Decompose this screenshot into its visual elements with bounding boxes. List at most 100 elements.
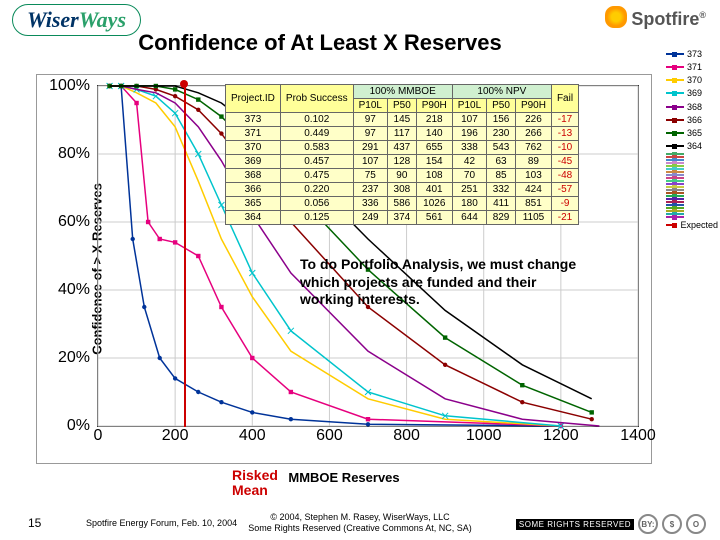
table-cell: 107: [452, 113, 486, 127]
logo-part-a: Wiser: [27, 7, 79, 32]
legend-row: 369: [666, 87, 718, 99]
some-rights-reserved-badge: SOME RIGHTS RESERVED: [516, 519, 634, 530]
table-cell: 266: [515, 127, 551, 141]
legend-row: 373: [666, 48, 718, 60]
table-cell: 230: [487, 127, 516, 141]
table-cell: 291: [353, 141, 387, 155]
col-group-npv: 100% NPV: [452, 85, 551, 99]
sun-icon: [605, 6, 627, 28]
table-cell: 561: [416, 211, 452, 225]
legend-row: 365: [666, 127, 718, 139]
table-cell: 103: [515, 169, 551, 183]
col-prob: Prob Success: [280, 85, 353, 113]
table-cell: 97: [353, 127, 387, 141]
table-cell: 0.583: [280, 141, 353, 155]
table-cell: -48: [551, 169, 578, 183]
table-cell: 108: [416, 169, 452, 183]
table-cell: 89: [515, 155, 551, 169]
table-cell: 364: [226, 211, 281, 225]
cc-badges: SOME RIGHTS RESERVED BY: $ O: [516, 514, 706, 534]
svg-text:100%: 100%: [49, 77, 90, 94]
svg-text:0: 0: [94, 427, 103, 444]
table-cell: 42: [452, 155, 486, 169]
table-cell: 128: [387, 155, 416, 169]
table-cell: 1105: [515, 211, 551, 225]
table-cell: 85: [487, 169, 516, 183]
svg-text:1000: 1000: [466, 427, 502, 444]
svg-text:20%: 20%: [58, 349, 90, 366]
table-cell: 655: [416, 141, 452, 155]
svg-text:40%: 40%: [58, 281, 90, 298]
table-cell: 75: [353, 169, 387, 183]
callout-text: To do Portfolio Analysis, we must change…: [300, 256, 580, 309]
table-cell: 411: [487, 197, 516, 211]
table-cell: 218: [416, 113, 452, 127]
table-cell: 368: [226, 169, 281, 183]
svg-text:60%: 60%: [58, 213, 90, 230]
col-group-mmboe: 100% MMBOE: [353, 85, 452, 99]
slide-title: Confidence of At Least X Reserves: [0, 30, 640, 56]
table-cell: 0.220: [280, 183, 353, 197]
cc-sa-icon: O: [686, 514, 706, 534]
legend-row: 366: [666, 114, 718, 126]
svg-text:800: 800: [393, 427, 420, 444]
col-fail: Fail: [551, 85, 578, 113]
table-cell: 336: [353, 197, 387, 211]
table-cell: 424: [515, 183, 551, 197]
table-cell: 851: [515, 197, 551, 211]
table-cell: 401: [416, 183, 452, 197]
table-cell: 90: [387, 169, 416, 183]
x-axis-label: MMBOE Reserves: [37, 470, 651, 485]
spotfire-logo: Spotfire®: [605, 6, 706, 30]
svg-text:400: 400: [239, 427, 266, 444]
table-cell: 308: [387, 183, 416, 197]
legend-expected: Expected: [666, 219, 718, 231]
cc-nc-icon: $: [662, 514, 682, 534]
spotfire-text: Spotfire: [631, 9, 699, 29]
risked-mean-marker: [180, 80, 188, 88]
table-cell: 117: [387, 127, 416, 141]
table-cell: 371: [226, 127, 281, 141]
table-cell: 829: [487, 211, 516, 225]
table-cell: 180: [452, 197, 486, 211]
table-cell: 145: [387, 113, 416, 127]
table-cell: 140: [416, 127, 452, 141]
table-cell: 0.475: [280, 169, 353, 183]
table-cell: 644: [452, 211, 486, 225]
svg-text:200: 200: [162, 427, 189, 444]
table-cell: -45: [551, 155, 578, 169]
legend-row: 370: [666, 74, 718, 86]
series-legend: 373371370369 368366365364 Expected: [666, 48, 718, 232]
table-cell: -17: [551, 113, 578, 127]
table-cell: 0.457: [280, 155, 353, 169]
table-cell: 437: [387, 141, 416, 155]
table-cell: 70: [452, 169, 486, 183]
table-cell: 0.449: [280, 127, 353, 141]
table-cell: 0.056: [280, 197, 353, 211]
col-projectid: Project.ID: [226, 85, 281, 113]
table-cell: 332: [487, 183, 516, 197]
footer: 15 Spotfire Energy Forum, Feb. 10, 2004 …: [0, 510, 720, 538]
risked-mean-label: Risked Mean: [232, 468, 278, 499]
table-cell: 251: [452, 183, 486, 197]
table-cell: 543: [487, 141, 516, 155]
table-cell: 226: [515, 113, 551, 127]
cc-by-icon: BY:: [638, 514, 658, 534]
table-cell: 249: [353, 211, 387, 225]
svg-text:0%: 0%: [67, 417, 90, 434]
table-cell: 762: [515, 141, 551, 155]
table-cell: 365: [226, 197, 281, 211]
legend-row: 364: [666, 140, 718, 152]
table-cell: 237: [353, 183, 387, 197]
table-cell: 373: [226, 113, 281, 127]
table-cell: -13: [551, 127, 578, 141]
svg-text:1200: 1200: [543, 427, 579, 444]
table-cell: 1026: [416, 197, 452, 211]
risked-mean-line: [184, 83, 186, 427]
table-cell: 63: [487, 155, 516, 169]
table-cell: -57: [551, 183, 578, 197]
table-cell: 0.125: [280, 211, 353, 225]
svg-text:80%: 80%: [58, 145, 90, 162]
legend-row: 371: [666, 61, 718, 73]
legend-row: 368: [666, 101, 718, 113]
